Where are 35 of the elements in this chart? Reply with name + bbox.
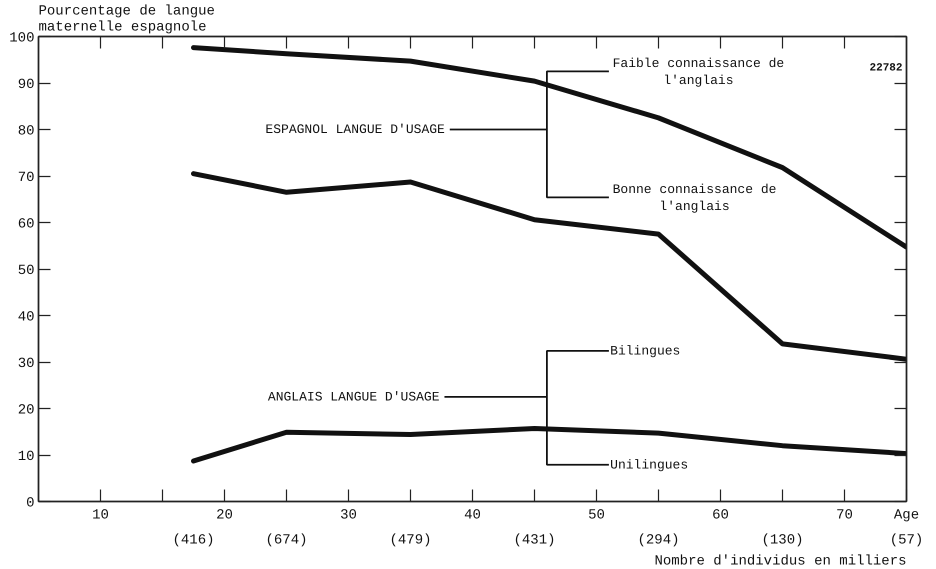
text: (431) bbox=[513, 532, 556, 548]
x-tick-label: 10 bbox=[92, 508, 109, 524]
y-tick-label: 0 bbox=[26, 496, 35, 512]
y-tick-label: 20 bbox=[18, 402, 35, 418]
y-tick-label: 50 bbox=[18, 263, 35, 279]
annotation: Bonne connaissance de l'anglais bbox=[612, 182, 776, 214]
text: (674) bbox=[265, 532, 308, 548]
annotation: ESPAGNOL LANGUE D'USAGE bbox=[265, 122, 446, 137]
annotation: Faible connaissance de l'anglais bbox=[612, 56, 784, 88]
y-tick-label: 70 bbox=[18, 170, 35, 186]
x-axis-title: Age bbox=[894, 508, 920, 524]
y-tick-label: 80 bbox=[18, 124, 35, 140]
y-tick-label: 10 bbox=[18, 449, 35, 465]
y-axis-title: Pourcentage de langue maternelle espagnole bbox=[38, 4, 215, 36]
text: (130) bbox=[761, 532, 804, 548]
x-tick-label: 30 bbox=[340, 508, 357, 524]
x-tick-label: 50 bbox=[588, 508, 605, 524]
y-tick-label: 90 bbox=[18, 77, 35, 93]
text: (294) bbox=[637, 532, 680, 548]
text: (57) bbox=[890, 532, 924, 548]
annotation: 22782 bbox=[869, 62, 903, 74]
x-tick-label: 20 bbox=[216, 508, 233, 524]
text: (479) bbox=[389, 532, 432, 548]
y-tick-label: 100 bbox=[9, 30, 35, 46]
x-tick-label: 60 bbox=[712, 508, 729, 524]
x-tick-label: 40 bbox=[464, 508, 481, 524]
text: (416) bbox=[172, 532, 215, 548]
x-tick-label: 70 bbox=[836, 508, 853, 524]
annotation: ANGLAIS LANGUE D'USAGE bbox=[268, 389, 440, 404]
annotation: Bilingues bbox=[610, 343, 680, 358]
annotation: Unilingues bbox=[610, 457, 688, 472]
y-tick-label: 40 bbox=[18, 310, 35, 326]
y-tick-label: 60 bbox=[18, 216, 35, 232]
text: Nombre d'individus en milliers bbox=[654, 554, 907, 569]
y-tick-label: 30 bbox=[18, 356, 35, 372]
